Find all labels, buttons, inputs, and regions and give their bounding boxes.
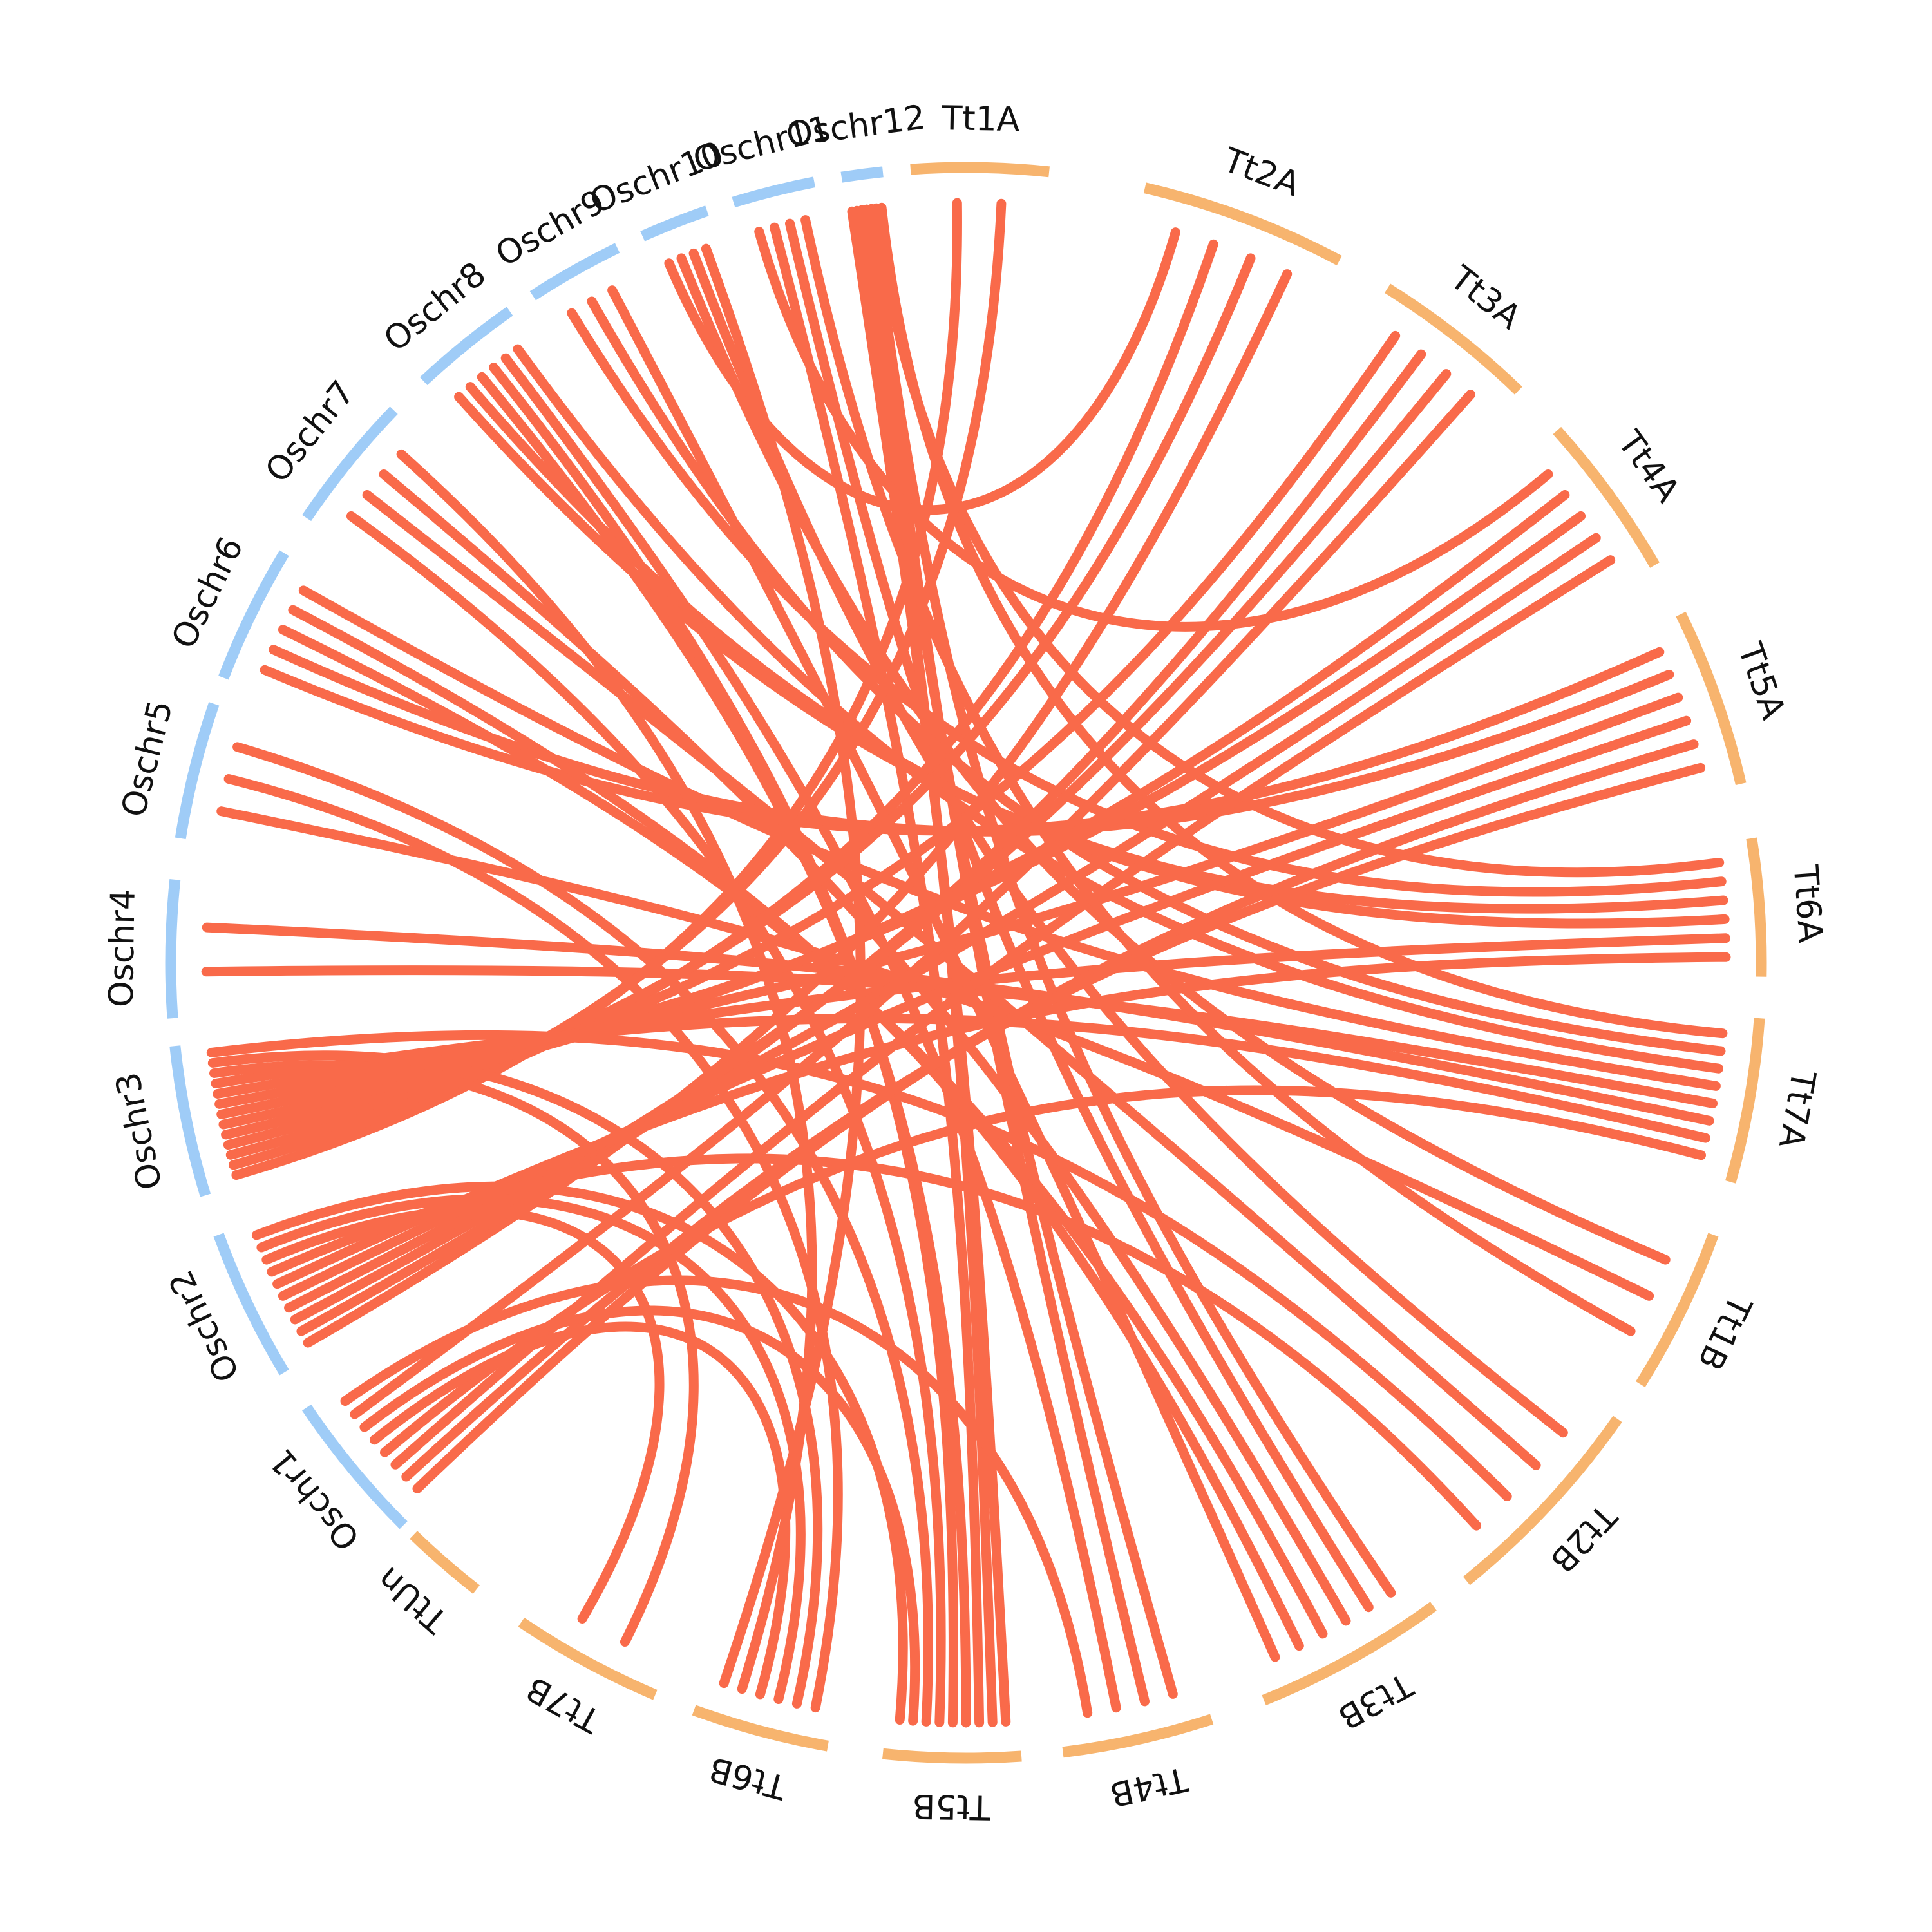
segment-label-tt1a: Tt1A xyxy=(941,99,1020,139)
link-oschr7-tt6b-63 xyxy=(396,449,817,1694)
segment-arc-oschr8 xyxy=(419,307,513,386)
link-oschr1-tt4b-68 xyxy=(340,1275,1093,1718)
segment-label-oschr3: Oschr3 xyxy=(109,1069,170,1193)
link-oschr2-tt6b-55 xyxy=(256,1194,806,1704)
segment-label-tt3b: Tt3B xyxy=(1332,1665,1419,1737)
segment-arc-oschr4 xyxy=(165,879,181,1019)
segment-label-oschr12: Oschr12 xyxy=(784,98,927,155)
segment-arc-oschr6 xyxy=(218,550,289,680)
segment-arc-tt4a xyxy=(1553,426,1660,568)
segment-label-oschr7: Oschr7 xyxy=(258,374,363,490)
link-oschr12-tt7a-6 xyxy=(876,202,1728,1039)
link-oschr11-tt1b-65 xyxy=(800,215,1636,1336)
link-oschr10-tt2b-12 xyxy=(688,248,1568,1438)
link-oschr2-tt6a-52 xyxy=(272,952,1731,1289)
link-oschr1-tt7a-59 xyxy=(380,1085,1706,1457)
link-oschr2-tt5b-67 xyxy=(251,1181,908,1725)
segment-arc-tt3b xyxy=(1262,1602,1437,1705)
link-oschr3-tt2b-46 xyxy=(206,1030,1512,1501)
segment-arc-tt4b xyxy=(1062,1714,1214,1758)
ideogram-layer xyxy=(165,162,1767,1764)
segment-label-tt5b: Tt5B xyxy=(912,1786,991,1826)
segment-arc-tt6b xyxy=(692,1705,829,1752)
segment-label-tt4a: Tt4A xyxy=(1609,424,1687,510)
segment-arc-oschr3 xyxy=(169,1045,211,1197)
segment-label-oschr1: Oschr1 xyxy=(263,1441,368,1557)
link-oschr2-tt2a-47 xyxy=(303,269,1293,1348)
segment-label-tt1b: Tt1B xyxy=(1690,1289,1759,1376)
link-oschr2-tt3a-49 xyxy=(290,369,1452,1325)
segment-label-tt4b: Tt4B xyxy=(1106,1759,1191,1814)
segment-label-oschr8: Oschr8 xyxy=(377,255,493,359)
link-oschr5-tt5b-31 xyxy=(232,742,933,1727)
segment-arc-oschr9 xyxy=(529,243,620,301)
segment-arc-tt7a xyxy=(1725,1018,1765,1184)
link-oschr9-tt3b-66 xyxy=(607,285,1280,1662)
link-oschr3-tt1a-34 xyxy=(231,198,962,1180)
link-oschr1-tt5a-57 xyxy=(401,762,1706,1482)
segment-arc-oschr2 xyxy=(213,1233,289,1376)
segment-label-tt7a: Tt7A xyxy=(1771,1067,1823,1151)
segment-arc-oschr11 xyxy=(732,176,816,208)
link-oschr7-tt5b-21 xyxy=(346,511,946,1727)
link-oschr1-tt6b-60 xyxy=(370,1321,791,1700)
link-oschr12-tt4b-3 xyxy=(862,204,1150,1707)
link-oschr10-tt6b-64 xyxy=(701,243,866,1689)
segment-label-tt2a: Tt2A xyxy=(1218,140,1305,204)
segment-arc-tt7b xyxy=(518,1617,658,1700)
segment-label-tt3a: Tt3A xyxy=(1443,258,1528,337)
segment-label-ttun: TtUn xyxy=(370,1559,455,1641)
segment-label-tt6a: Tt6A xyxy=(1786,863,1830,944)
link-oschr6-tt7a-28 xyxy=(298,585,1721,1091)
segment-arc-oschr1 xyxy=(302,1404,408,1530)
segment-arc-tt1b xyxy=(1636,1233,1719,1388)
segment-arc-tt5a xyxy=(1676,611,1747,786)
segment-arc-oschr7 xyxy=(302,406,398,522)
segment-label-tt6b: Tt6B xyxy=(705,1749,791,1807)
links-layer xyxy=(201,198,1731,1728)
link-oschr6-tt3b-27 xyxy=(288,605,1304,1651)
link-oschr11-tt3b-9 xyxy=(785,218,1374,1613)
segment-label-oschr4: Oschr4 xyxy=(102,889,143,1008)
segment-arc-tt3a xyxy=(1384,283,1522,395)
segment-label-oschr5: Oschr5 xyxy=(115,697,181,821)
segment-label-tt2b: Tt2B xyxy=(1542,1496,1624,1580)
segment-arc-tt5b xyxy=(882,1748,1022,1764)
segment-arc-tt2b xyxy=(1463,1416,1622,1586)
segment-arc-tt1a xyxy=(910,162,1050,178)
link-oschr3-tt7a-43 xyxy=(211,1013,1710,1143)
segment-arc-ttun xyxy=(410,1531,480,1594)
segment-label-tt7b: Tt7B xyxy=(520,1669,607,1740)
link-oschr9-tt6a-13 xyxy=(567,308,1727,897)
segment-label-tt5a: Tt5A xyxy=(1730,638,1792,724)
segment-arc-oschr10 xyxy=(640,205,709,242)
link-oschr5-tt6b-30 xyxy=(223,774,843,1713)
link-oschr1-tt5b-61 xyxy=(359,1305,920,1726)
segment-arc-tt2a xyxy=(1143,182,1342,266)
segment-arc-oschr12 xyxy=(840,166,884,183)
segment-arc-tt6a xyxy=(1746,837,1767,977)
segment-arc-oschr5 xyxy=(175,702,220,840)
